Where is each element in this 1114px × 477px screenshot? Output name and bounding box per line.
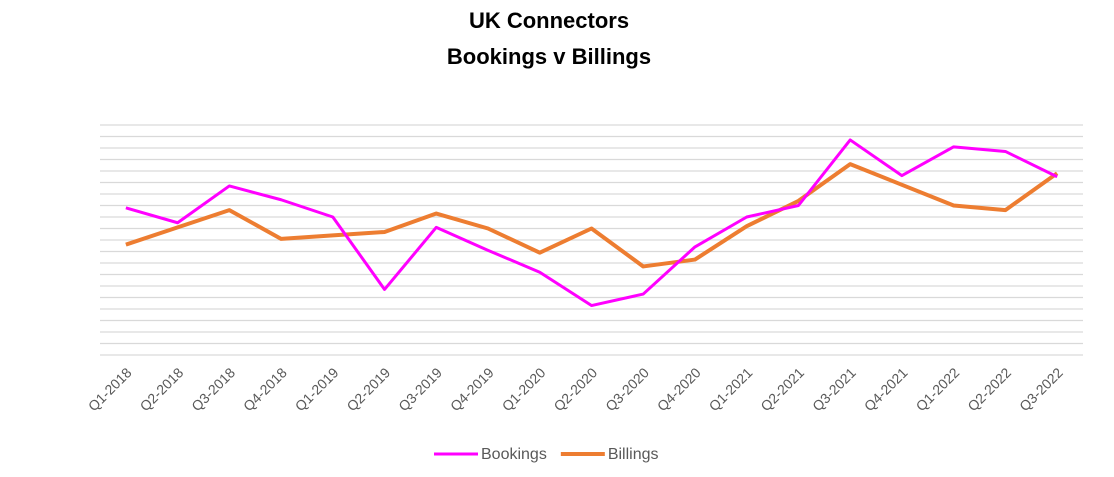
line-series bbox=[125, 138, 1058, 308]
x-tick-label: Q3-2022 bbox=[1016, 364, 1066, 414]
legend-label: Billings bbox=[608, 446, 659, 463]
x-tick-label: Q3-2019 bbox=[395, 364, 445, 414]
x-tick-label: Q2-2021 bbox=[757, 364, 807, 414]
x-tick-label: Q2-2019 bbox=[343, 364, 393, 414]
x-tick-label: Q4-2020 bbox=[654, 364, 704, 414]
x-tick-label: Q4-2018 bbox=[240, 364, 290, 414]
x-tick-label: Q3-2021 bbox=[809, 364, 859, 414]
chart-subtitle: Bookings v Billings bbox=[447, 44, 651, 69]
x-tick-label: Q1-2018 bbox=[85, 364, 135, 414]
x-tick-label: Q1-2019 bbox=[292, 364, 342, 414]
x-tick-label: Q3-2020 bbox=[602, 364, 652, 414]
x-tick-label: Q1-2022 bbox=[913, 364, 963, 414]
x-tick-label: Q2-2022 bbox=[964, 364, 1014, 414]
line-series bbox=[125, 162, 1059, 269]
legend-label: Bookings bbox=[481, 446, 547, 463]
x-tick-label: Q3-2018 bbox=[188, 364, 238, 414]
x-tick-label: Q2-2020 bbox=[550, 364, 600, 414]
x-tick-label: Q2-2018 bbox=[137, 364, 187, 414]
chart-title: UK Connectors bbox=[469, 8, 629, 33]
x-tick-label: Q4-2019 bbox=[447, 364, 497, 414]
x-tick-label: Q4-2021 bbox=[861, 364, 911, 414]
x-tick-label: Q1-2021 bbox=[706, 364, 756, 414]
x-tick-label: Q1-2020 bbox=[499, 364, 549, 414]
